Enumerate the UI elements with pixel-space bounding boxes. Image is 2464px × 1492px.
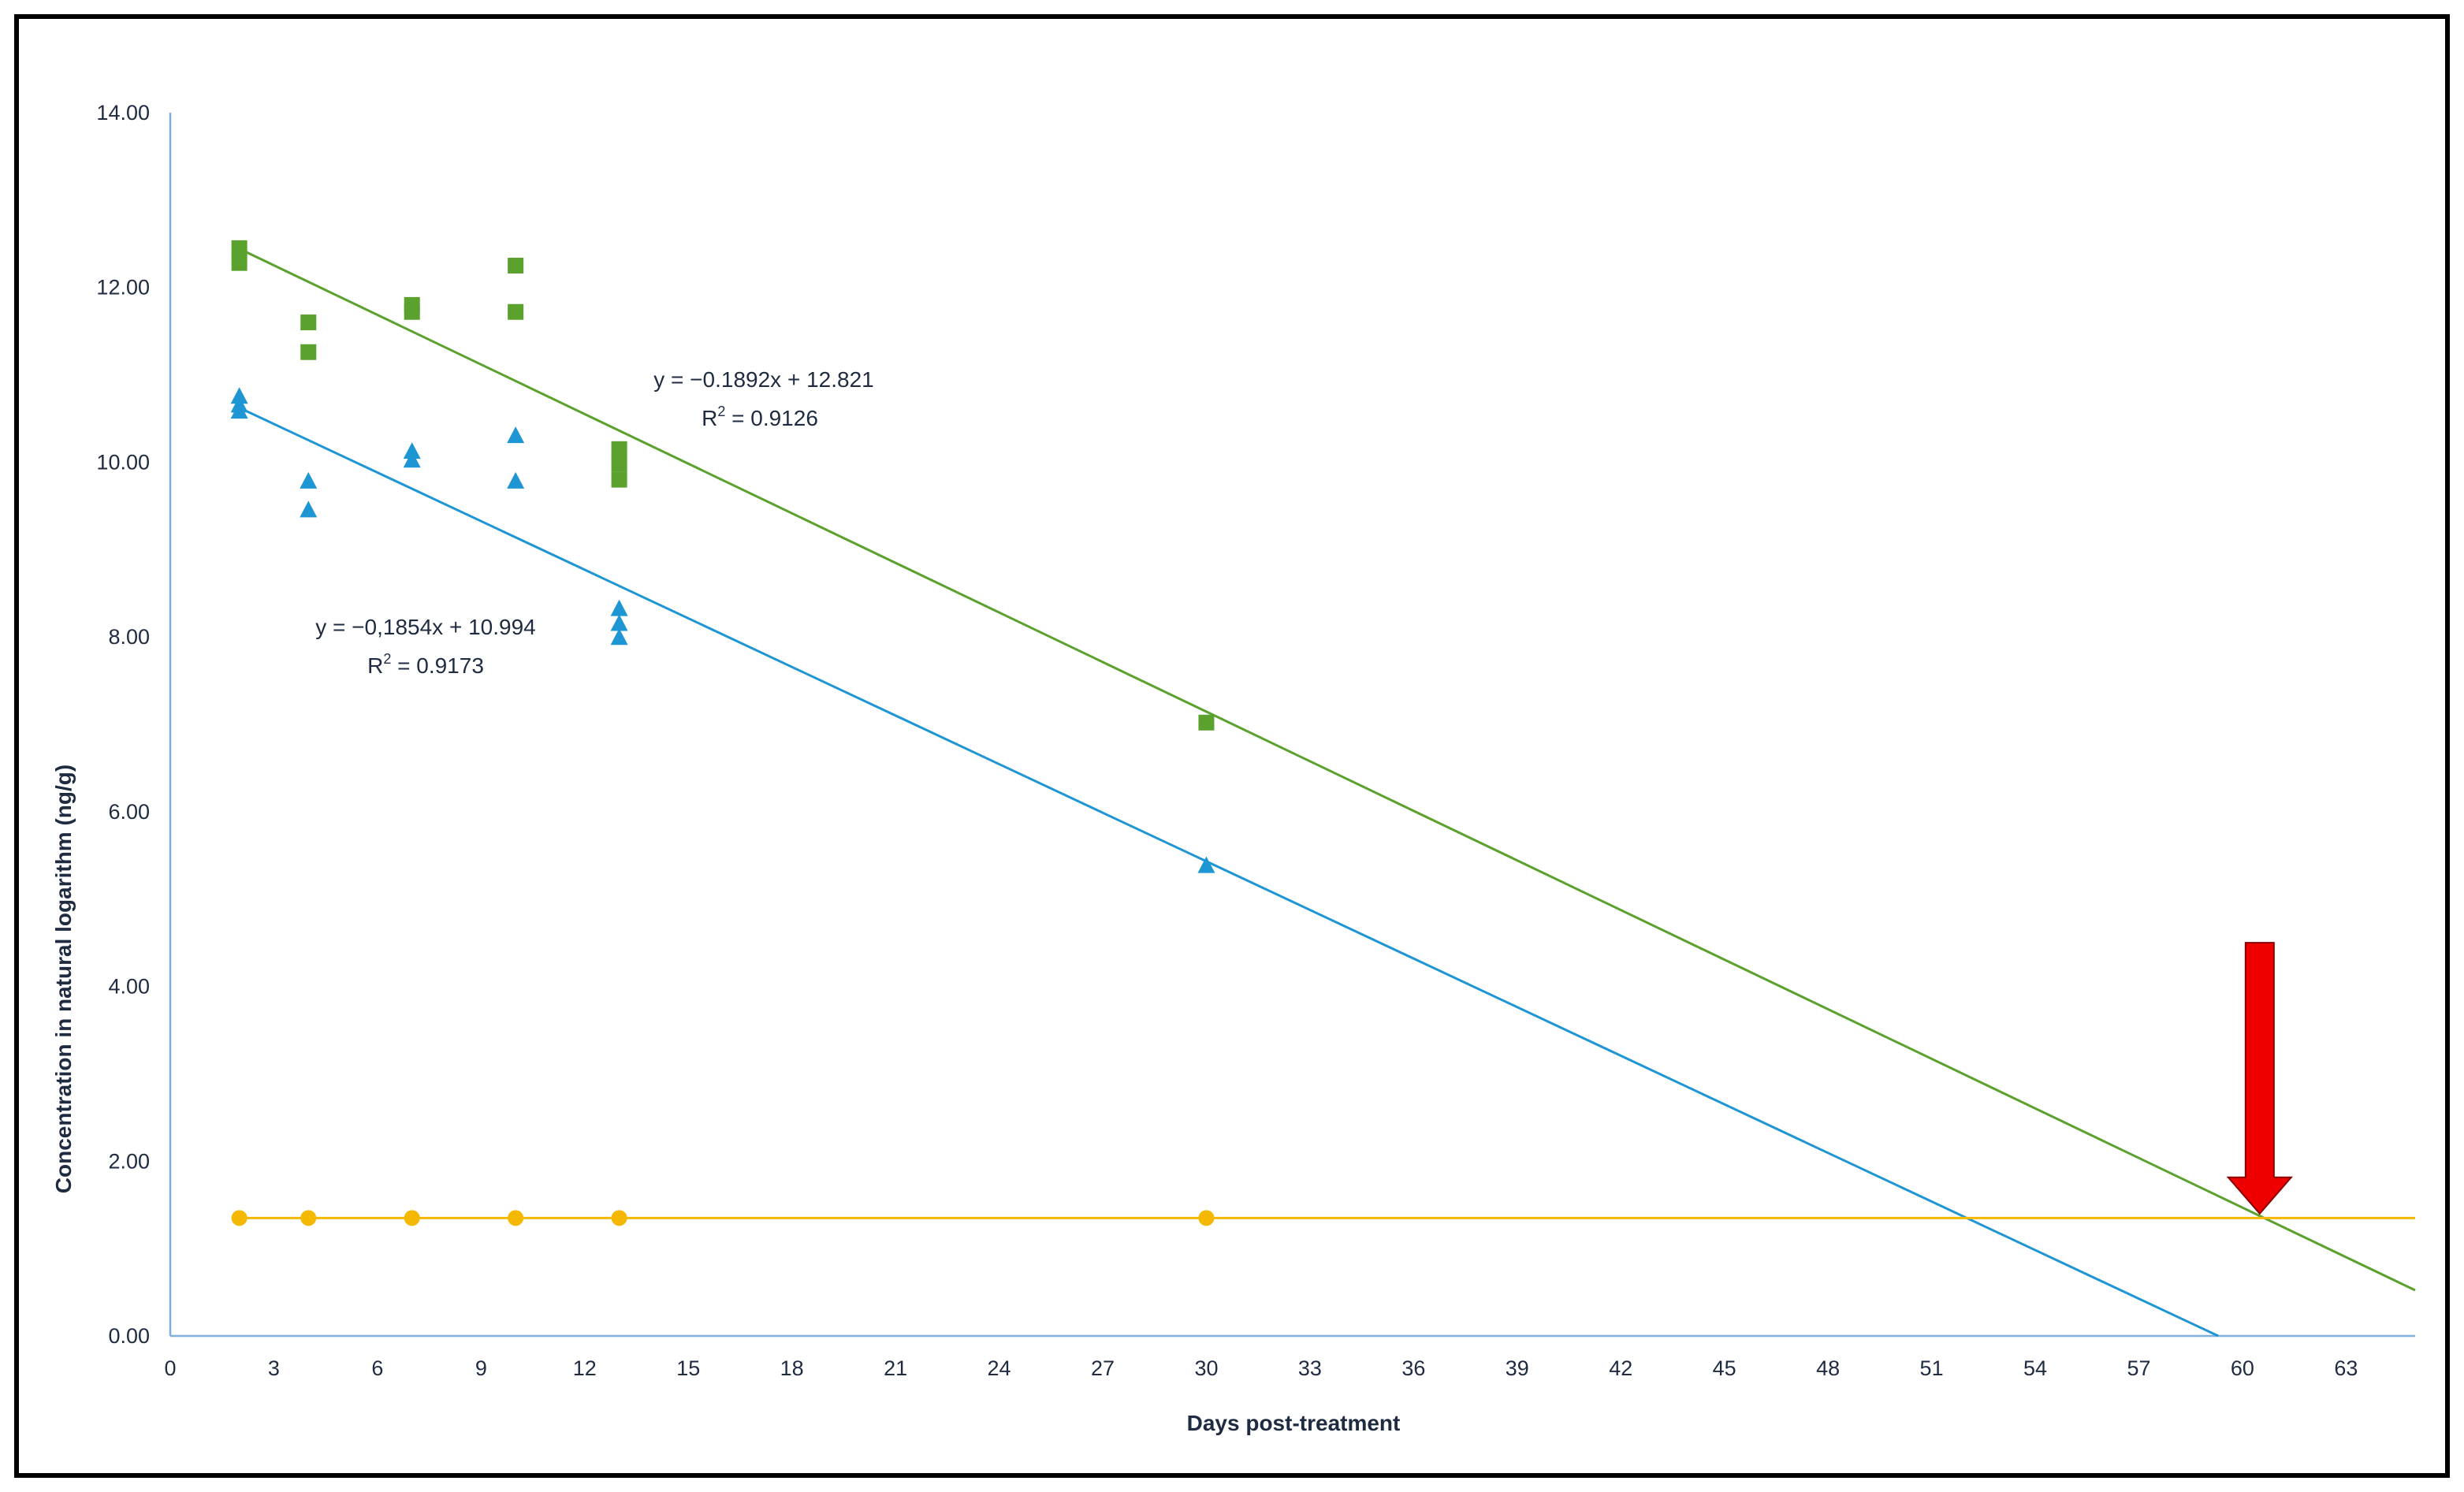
trendlines bbox=[238, 247, 2416, 1338]
square-point bbox=[300, 314, 317, 331]
y-tick-label: 4.00 bbox=[108, 975, 150, 999]
x-tick-label: 30 bbox=[1194, 1356, 1218, 1380]
red-arrow-shape bbox=[2226, 942, 2294, 1215]
annotations: y = −0.1892x + 12.821 R2 = 0.9126 y = −0… bbox=[315, 367, 873, 678]
y-tick-label: 2.00 bbox=[108, 1149, 150, 1173]
circle-point bbox=[508, 1210, 524, 1226]
x-tick-label: 45 bbox=[1713, 1356, 1736, 1380]
green-trendline-r2: R2 = 0.9126 bbox=[702, 404, 818, 430]
triangle-point bbox=[1197, 856, 1215, 873]
x-tick-label: 27 bbox=[1091, 1356, 1115, 1380]
triangle-point bbox=[300, 500, 318, 518]
circle-point bbox=[231, 1210, 248, 1226]
square-point bbox=[611, 441, 627, 457]
green-r2-value: = 0.9126 bbox=[731, 406, 818, 430]
green-trendline-equation: y = −0.1892x + 12.821 bbox=[653, 367, 873, 392]
blue-trendline-equation: y = −0,1854x + 10.994 bbox=[315, 615, 535, 639]
triangle-point bbox=[610, 628, 628, 646]
y-tick-label: 12.00 bbox=[96, 276, 150, 300]
x-tick-label: 48 bbox=[1816, 1356, 1840, 1380]
triangle-point bbox=[610, 614, 628, 631]
x-tick-label: 21 bbox=[884, 1356, 907, 1380]
circle-point bbox=[1198, 1210, 1215, 1226]
y-tick-label: 10.00 bbox=[96, 450, 150, 474]
y-tick-label: 0.00 bbox=[108, 1324, 150, 1348]
square-point bbox=[611, 471, 627, 488]
trendline-1 bbox=[238, 406, 2219, 1338]
y-axis-title: Concentration in natural logarithm (ng/g… bbox=[51, 765, 76, 1193]
square-point bbox=[1198, 714, 1215, 731]
triangle-point bbox=[507, 471, 525, 489]
x-tick-label: 57 bbox=[2127, 1356, 2150, 1380]
x-tick-label: 24 bbox=[988, 1356, 1011, 1380]
square-point bbox=[404, 303, 420, 320]
triangle-point bbox=[507, 426, 525, 444]
data-points bbox=[230, 240, 1215, 1226]
y-tick-label: 14.00 bbox=[96, 101, 150, 125]
trendline-0 bbox=[238, 247, 2416, 1292]
square-point bbox=[508, 303, 524, 320]
y-tick-label: 8.00 bbox=[108, 625, 150, 649]
x-tick-label: 15 bbox=[676, 1356, 700, 1380]
triangle-point bbox=[230, 387, 248, 404]
y-tick-label: 6.00 bbox=[108, 800, 150, 824]
blue-r2-value: = 0.9173 bbox=[397, 653, 484, 678]
circle-point bbox=[300, 1210, 317, 1226]
triangle-point bbox=[403, 442, 421, 460]
square-point bbox=[611, 456, 627, 472]
triangle-point bbox=[403, 451, 421, 468]
x-tick-label: 60 bbox=[2231, 1356, 2254, 1380]
chart-frame: 0.00 2.00 4.00 6.00 8.00 10.00 12.00 14.00 0 3 6 9 1… bbox=[14, 14, 2450, 1478]
triangle-point bbox=[230, 402, 248, 419]
x-tick-label: 36 bbox=[1401, 1356, 1425, 1380]
x-tick-label: 39 bbox=[1506, 1356, 1529, 1380]
x-tick-label: 54 bbox=[2023, 1356, 2047, 1380]
square-point bbox=[231, 240, 248, 256]
x-tick-label: 51 bbox=[1920, 1356, 1944, 1380]
x-tick-label: 3 bbox=[268, 1356, 280, 1380]
x-tick-label: 0 bbox=[164, 1356, 176, 1380]
x-tick-label: 9 bbox=[475, 1356, 487, 1380]
triangle-point bbox=[300, 471, 318, 489]
square-point bbox=[508, 258, 524, 273]
x-axis-title: Days post-treatment bbox=[1187, 1411, 1401, 1435]
x-tick-label: 33 bbox=[1298, 1356, 1322, 1380]
x-tick-label: 63 bbox=[2334, 1356, 2358, 1380]
blue-trendline-r2: R2 = 0.9173 bbox=[367, 651, 484, 678]
x-tick-label: 6 bbox=[371, 1356, 383, 1380]
square-point bbox=[231, 255, 248, 271]
triangle-point bbox=[610, 599, 628, 616]
circle-point bbox=[404, 1210, 420, 1226]
x-tick-label: 42 bbox=[1609, 1356, 1632, 1380]
red-arrow-icon bbox=[2226, 942, 2294, 1215]
circle-point bbox=[611, 1210, 627, 1226]
square-point bbox=[300, 344, 317, 360]
x-tick-label: 12 bbox=[573, 1356, 597, 1380]
x-tick-label: 18 bbox=[780, 1356, 804, 1380]
